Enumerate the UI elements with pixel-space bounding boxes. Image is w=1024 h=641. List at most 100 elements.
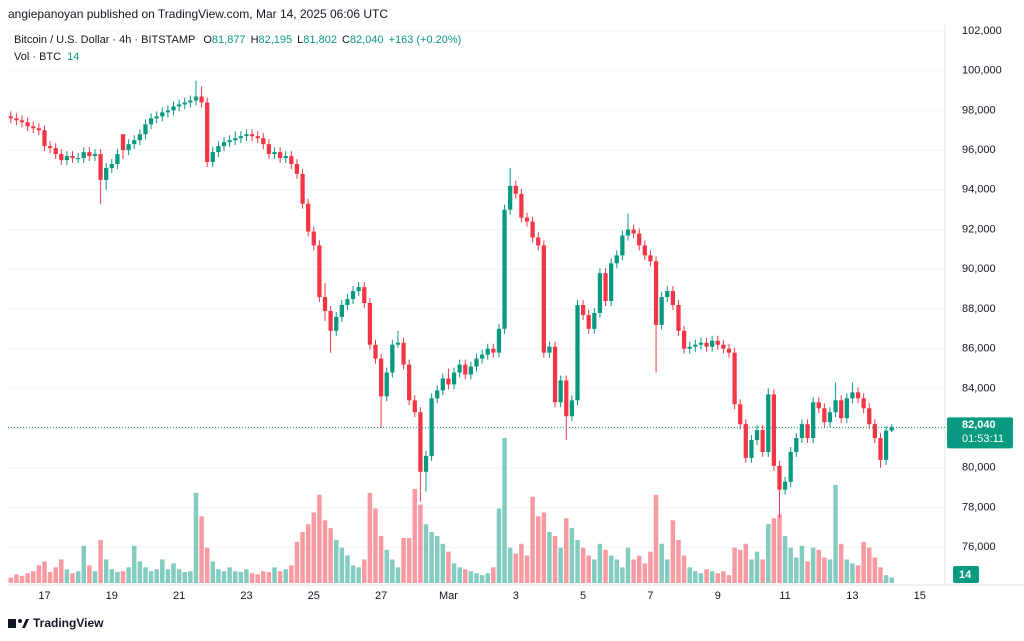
legend: Bitcoin / U.S. Dollar · 4h · BITSTAMP O81… bbox=[14, 34, 461, 63]
candle-body bbox=[889, 427, 894, 431]
candle-body bbox=[188, 100, 193, 103]
volume-bar bbox=[87, 565, 92, 583]
candle-body bbox=[300, 173, 305, 204]
volume-bar bbox=[64, 569, 70, 583]
volume-bar bbox=[524, 555, 530, 583]
ohlc-key: O bbox=[203, 34, 212, 46]
volume-bar bbox=[322, 520, 328, 583]
y-tick-label: 86,000 bbox=[962, 343, 996, 355]
y-tick-label: 92,000 bbox=[962, 223, 996, 235]
volume-bar bbox=[597, 543, 603, 583]
volume-bar bbox=[373, 508, 378, 583]
candle-body bbox=[171, 106, 176, 111]
volume-bar bbox=[328, 528, 333, 583]
volume-bar bbox=[294, 541, 300, 583]
ohlc-value: 82,040 bbox=[350, 34, 384, 46]
volume-bar bbox=[204, 547, 210, 583]
volume-bar bbox=[552, 535, 558, 583]
volume-bar bbox=[92, 571, 98, 583]
volume-bar bbox=[378, 535, 384, 583]
candle-body bbox=[760, 430, 765, 452]
volume-bar bbox=[227, 567, 232, 583]
volume-bar bbox=[446, 551, 451, 583]
logo-part bbox=[8, 619, 16, 628]
candle-body bbox=[620, 235, 625, 256]
volume-bar bbox=[743, 543, 749, 583]
candle-body bbox=[653, 261, 659, 325]
candle-body bbox=[104, 167, 109, 180]
candle-body bbox=[508, 185, 513, 210]
candle-body bbox=[496, 328, 502, 353]
candle-body bbox=[726, 348, 732, 353]
volume-bar bbox=[261, 571, 266, 583]
volume-bar bbox=[530, 496, 535, 583]
volume-bar bbox=[193, 492, 199, 583]
ohlc-value: 82,195 bbox=[259, 34, 293, 46]
volume-bar bbox=[575, 539, 580, 583]
candle-body bbox=[92, 154, 98, 157]
candle-body bbox=[519, 193, 524, 218]
volume-bar bbox=[788, 547, 793, 583]
volume-bar bbox=[70, 573, 75, 583]
volume-bar bbox=[838, 543, 844, 583]
volume-bar bbox=[850, 563, 855, 583]
volume-bar bbox=[75, 571, 81, 583]
volume-bar bbox=[878, 567, 883, 583]
volume-bar bbox=[732, 547, 737, 583]
y-tick-label: 90,000 bbox=[962, 263, 996, 275]
volume-bar bbox=[670, 520, 676, 583]
countdown: 01:53:11 bbox=[962, 433, 1004, 445]
candle-body bbox=[120, 134, 126, 151]
candle-body bbox=[64, 156, 70, 161]
volume-bar bbox=[8, 577, 14, 583]
ohlc-key: L bbox=[297, 34, 303, 46]
candle-body bbox=[575, 305, 580, 401]
candle-body bbox=[861, 398, 866, 409]
candle-body bbox=[42, 130, 47, 147]
volume-bar bbox=[317, 494, 322, 583]
volume-bar bbox=[47, 572, 53, 583]
candle-body bbox=[827, 412, 833, 423]
volume-bar bbox=[210, 561, 216, 583]
ohlc-value: 81,877 bbox=[212, 34, 246, 46]
volume-bar bbox=[547, 532, 552, 583]
volume-bar bbox=[154, 569, 159, 583]
candle-body bbox=[485, 348, 490, 355]
volume-bar bbox=[390, 559, 395, 583]
volume-bar bbox=[564, 518, 569, 583]
volume-bar bbox=[429, 532, 434, 583]
candle-body bbox=[25, 122, 30, 127]
volume-bar bbox=[451, 563, 457, 583]
candle-body bbox=[47, 146, 53, 149]
candle-body bbox=[811, 402, 816, 439]
volume-bar bbox=[844, 559, 850, 583]
x-tick-label: 5 bbox=[580, 590, 586, 602]
volume-bar bbox=[283, 569, 288, 583]
candle-body bbox=[648, 255, 653, 262]
candle-body bbox=[160, 112, 165, 117]
candle-body bbox=[384, 372, 389, 397]
candle-body bbox=[586, 314, 591, 329]
volume-bar bbox=[395, 567, 401, 583]
volume-bar bbox=[580, 547, 586, 583]
volume-bar bbox=[305, 524, 311, 583]
volume-bar bbox=[502, 438, 507, 583]
volume-bar bbox=[867, 547, 872, 583]
candle-body bbox=[115, 154, 120, 165]
volume-bar bbox=[827, 559, 833, 583]
footer: TradingView bbox=[8, 616, 104, 630]
candle-body bbox=[283, 156, 288, 159]
candle-body bbox=[98, 154, 103, 180]
x-tick-label: 27 bbox=[375, 590, 387, 602]
volume-bar bbox=[384, 549, 389, 583]
volume-bar bbox=[59, 559, 64, 583]
candle-body bbox=[205, 102, 210, 163]
candle-body bbox=[294, 164, 300, 174]
candle-body bbox=[76, 158, 81, 160]
candle-body bbox=[732, 352, 737, 405]
candle-body bbox=[833, 400, 838, 413]
candle-body bbox=[53, 148, 58, 155]
volume-bar bbox=[737, 549, 743, 583]
candle-body bbox=[126, 144, 131, 151]
candle-body bbox=[637, 233, 642, 246]
